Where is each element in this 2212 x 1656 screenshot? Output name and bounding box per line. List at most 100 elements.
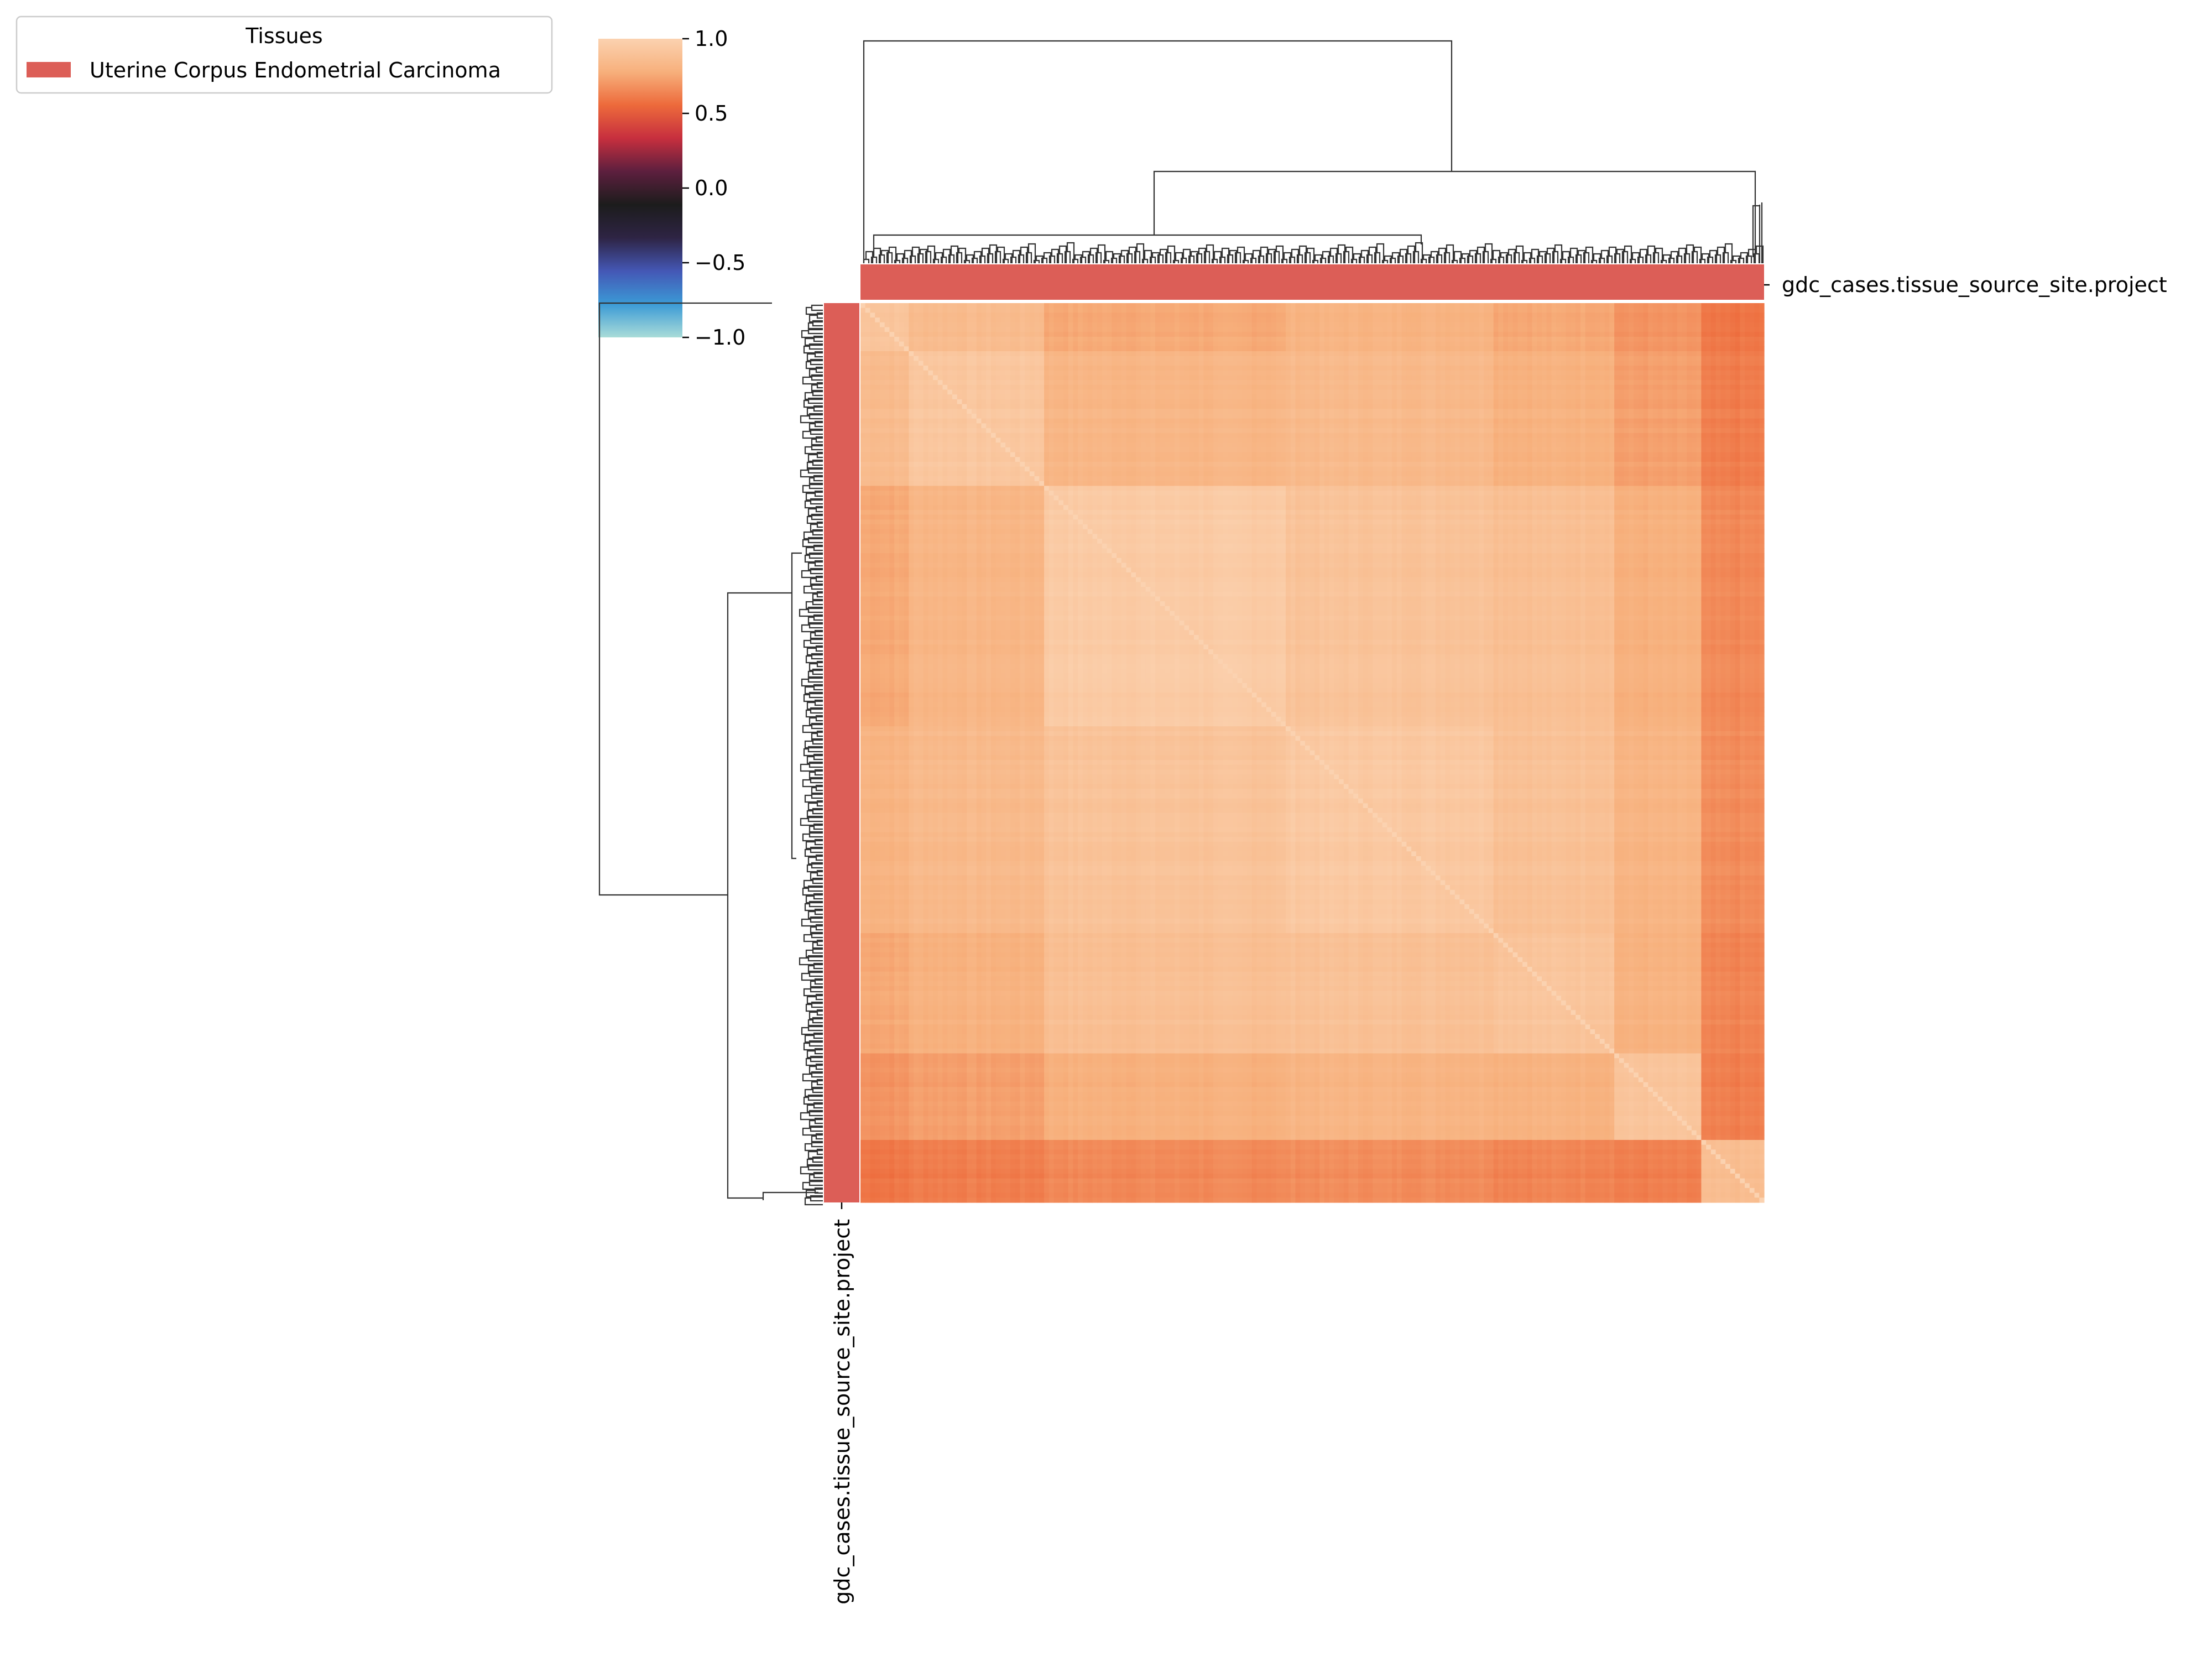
heatmap-cell: [1141, 366, 1146, 371]
heatmap-cell: [1276, 351, 1281, 356]
heatmap-cell: [1112, 322, 1117, 327]
heatmap-cell: [1672, 351, 1677, 356]
heatmap-cell: [1353, 356, 1358, 361]
heatmap-cell: [1402, 327, 1407, 332]
heatmap-cell: [1600, 371, 1605, 376]
heatmap-cell: [981, 342, 986, 347]
heatmap-cell: [914, 337, 919, 342]
heatmap-cell: [1261, 322, 1266, 327]
heatmap-cell: [860, 351, 865, 356]
heatmap-cell: [977, 332, 982, 337]
heatmap-cell: [870, 337, 875, 342]
heatmap-cell: [996, 371, 1001, 376]
heatmap-cell: [1213, 342, 1218, 347]
heatmap-cell: [1653, 380, 1658, 385]
heatmap-cell: [1078, 313, 1083, 317]
heatmap-cell: [981, 327, 986, 332]
heatmap-cell: [1266, 317, 1271, 322]
heatmap-cell: [1358, 366, 1363, 371]
heatmap-cell: [972, 351, 977, 356]
heatmap-cell: [1653, 371, 1658, 376]
heatmap-cell: [1411, 327, 1416, 332]
colorbar-tick-label: 0.5: [695, 101, 728, 126]
heatmap-cell: [1068, 366, 1073, 371]
heatmap-cell: [924, 371, 928, 376]
heatmap-cell: [1575, 361, 1580, 366]
heatmap-cell: [909, 313, 914, 317]
heatmap-cell: [1194, 342, 1199, 347]
heatmap-cell: [1556, 313, 1561, 317]
heatmap-cell: [972, 332, 977, 337]
heatmap-cell: [1261, 351, 1266, 356]
heatmap-cell: [1522, 337, 1527, 342]
heatmap-cell: [1658, 366, 1663, 371]
heatmap-cell: [865, 371, 870, 376]
heatmap-cell: [1716, 385, 1721, 390]
heatmap-cell: [1199, 385, 1204, 390]
heatmap-cell: [1121, 313, 1126, 317]
heatmap-cell: [914, 308, 919, 313]
heatmap-cell: [1697, 342, 1702, 347]
heatmap-cell: [1426, 351, 1431, 356]
heatmap-cell: [1619, 356, 1624, 361]
heatmap-cell: [981, 322, 986, 327]
heatmap-cell: [972, 346, 977, 351]
heatmap-cell: [1426, 375, 1431, 380]
heatmap-cell: [991, 361, 996, 366]
heatmap-cell: [1131, 332, 1136, 337]
heatmap-cell: [1759, 337, 1764, 342]
heatmap-cell: [1392, 375, 1397, 380]
heatmap-cell: [870, 303, 875, 308]
heatmap-cell: [1329, 380, 1334, 385]
heatmap-cell: [1020, 327, 1025, 332]
heatmap-cell: [1363, 337, 1368, 342]
heatmap-cell: [924, 375, 928, 380]
heatmap-cell: [1121, 375, 1126, 380]
heatmap-cell: [1455, 371, 1460, 376]
heatmap-cell: [1566, 313, 1571, 317]
heatmap-cell: [1697, 303, 1702, 308]
heatmap-cell: [1416, 342, 1421, 347]
heatmap-cell: [1494, 303, 1499, 308]
heatmap-cell: [1044, 366, 1049, 371]
heatmap-cell: [1600, 380, 1605, 385]
heatmap-cell: [957, 317, 962, 322]
heatmap-cell: [1542, 361, 1547, 366]
heatmap-cell: [880, 356, 885, 361]
heatmap-cell: [1600, 361, 1605, 366]
heatmap-cell: [1392, 380, 1397, 385]
heatmap-cell: [1745, 380, 1750, 385]
heatmap-cell: [1450, 346, 1455, 351]
heatmap-cell: [1252, 380, 1257, 385]
heatmap-cell: [914, 390, 919, 395]
heatmap-cell: [1054, 380, 1059, 385]
heatmap-cell: [1542, 322, 1547, 327]
heatmap-cell: [1141, 327, 1146, 332]
heatmap-cell: [1339, 313, 1344, 317]
heatmap-cell: [1484, 380, 1489, 385]
heatmap-cell: [1547, 337, 1552, 342]
heatmap-cell: [1725, 342, 1730, 347]
heatmap-cell: [1474, 356, 1479, 361]
heatmap-cell: [1117, 303, 1121, 308]
heatmap-cell: [1261, 313, 1266, 317]
heatmap-cell: [1421, 308, 1426, 313]
heatmap-cell: [1165, 317, 1170, 322]
heatmap-cell: [1044, 346, 1049, 351]
heatmap-cell: [977, 327, 982, 332]
heatmap-cell: [1107, 375, 1112, 380]
heatmap-cell: [1295, 351, 1300, 356]
heatmap-cell: [928, 380, 933, 385]
heatmap-cell: [1097, 380, 1102, 385]
heatmap-cell: [1508, 351, 1513, 356]
heatmap-cell: [1426, 342, 1431, 347]
heatmap-cell: [1281, 313, 1286, 317]
heatmap-cell: [894, 346, 899, 351]
heatmap-cell: [885, 371, 890, 376]
heatmap-cell: [1344, 390, 1349, 395]
heatmap-cell: [1663, 342, 1668, 347]
heatmap-cell: [1614, 385, 1619, 390]
heatmap-cell: [1334, 317, 1339, 322]
heatmap-cell: [1310, 342, 1315, 347]
